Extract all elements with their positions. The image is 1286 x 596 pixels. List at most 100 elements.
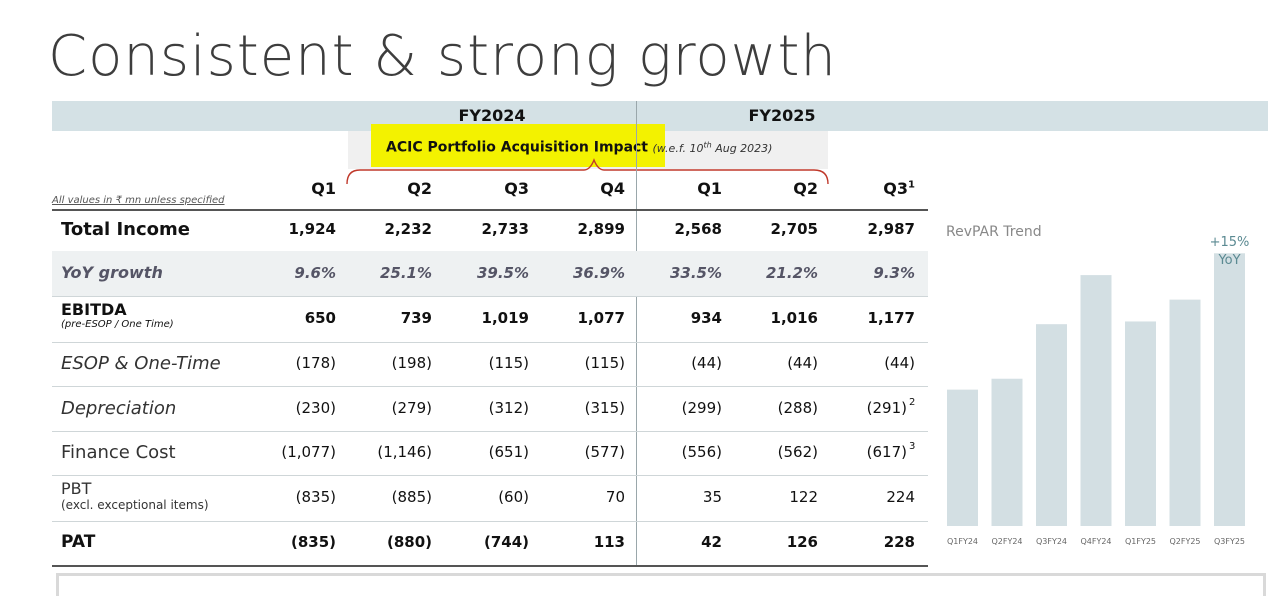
row-label: PBT (excl. exceptional items) — [61, 479, 209, 512]
table-cell: (651) — [488, 443, 529, 461]
table-cell: 33.5% — [669, 263, 722, 282]
table-cell: 9.3% — [873, 263, 915, 282]
chart-annotation: +15% — [1210, 235, 1250, 250]
table-cell: 228 — [883, 533, 915, 551]
acic-highlight — [371, 124, 665, 167]
row-label: PAT — [61, 532, 95, 552]
quarter-header: Q4 — [600, 179, 625, 198]
table-cell: (835) — [295, 488, 336, 506]
table-cell: 2,987 — [867, 220, 915, 238]
table-cell: 2,232 — [384, 220, 432, 238]
quarter-header: Q2 — [793, 179, 818, 198]
chart-bar — [991, 378, 1023, 526]
footnote-marker: 2 — [909, 396, 916, 408]
row-label: ESOP & One-Time — [61, 353, 221, 374]
table-cell: 122 — [789, 488, 818, 506]
table-cell: 36.9% — [572, 263, 625, 282]
chart-bar — [1036, 324, 1067, 526]
table-cell: (44) — [691, 354, 722, 372]
table-cell: (291) — [866, 398, 907, 417]
row-label: YoY growth — [61, 263, 163, 282]
quarter-header: Q1 — [311, 179, 336, 198]
acic-brace — [346, 158, 829, 185]
chart-tick-label: Q3FY25 — [1214, 537, 1245, 546]
table-cell: (178) — [295, 354, 336, 372]
table-cell: (835) — [290, 533, 336, 551]
chart-tick-label: Q1FY24 — [947, 537, 978, 546]
table-cell: (880) — [386, 533, 432, 551]
footnote-marker: 3 — [909, 441, 916, 452]
chart-bar — [1125, 321, 1156, 526]
table-cell: (299) — [681, 398, 722, 417]
table-cell: 35 — [702, 488, 722, 506]
table-row — [52, 386, 928, 432]
chart-tick-label: Q4FY24 — [1080, 537, 1111, 546]
chart-tick-label: Q1FY25 — [1125, 537, 1156, 546]
table-cell: (1,077) — [281, 443, 336, 461]
table-cell: 21.2% — [765, 263, 818, 282]
chart-title: RevPAR Trend — [946, 224, 1042, 240]
table-cell: (115) — [488, 354, 529, 372]
table-cell: (312) — [488, 398, 529, 417]
table-cell: 1,177 — [867, 309, 915, 327]
row-label: Finance Cost — [61, 442, 176, 463]
table-cell: 2,733 — [481, 220, 529, 238]
chart-bar — [1214, 253, 1245, 527]
quarter-header-row — [52, 169, 928, 211]
table-cell: 1,077 — [577, 309, 625, 327]
chart-tick-label: Q2FY24 — [991, 537, 1022, 546]
table-cell: 2,568 — [674, 220, 722, 238]
chart-annotation: YoY — [1217, 253, 1240, 268]
chart-tick-label: Q2FY25 — [1169, 537, 1200, 546]
table-row — [52, 521, 928, 567]
chart-bar — [1169, 299, 1201, 526]
table-cell: 934 — [690, 309, 722, 327]
chart-bar — [947, 389, 978, 526]
table-cell: 126 — [786, 533, 818, 551]
quarter-header: Q3 — [504, 179, 529, 198]
page-title: Consistent & strong growth — [48, 24, 837, 89]
acic-date-note: (w.e.f. 10th Aug 2023) — [652, 140, 773, 155]
row-sublabel: (pre-ESOP / One Time) — [61, 319, 174, 330]
table-row — [52, 431, 928, 476]
table-cell: 113 — [593, 533, 625, 551]
quarter-header: Q31 — [883, 179, 915, 198]
quarter-header: Q1 — [697, 179, 722, 198]
table-row — [52, 296, 928, 343]
fy2024-header: FY2024 — [458, 106, 526, 125]
units-note: All values in ₹ mn unless specified — [52, 195, 225, 206]
table-cell: 9.6% — [294, 263, 336, 282]
chart-tick-label: Q3FY24 — [1036, 537, 1067, 546]
table-cell: (744) — [483, 533, 529, 551]
table-cell: (44) — [787, 354, 818, 372]
table-cell: (288) — [777, 398, 818, 417]
table-cell: (230) — [295, 398, 336, 417]
fiscal-year-divider — [636, 101, 637, 566]
table-cell: (885) — [391, 488, 432, 506]
row-sublabel: (excl. exceptional items) — [61, 498, 209, 512]
row-label-text: Depreciation — [61, 397, 177, 419]
table-cell: 739 — [400, 309, 432, 327]
row-label-text: YoY growth — [61, 262, 163, 282]
table-cell: 2,899 — [577, 220, 625, 238]
fy2025-header: FY2025 — [748, 106, 816, 125]
row-label: Total Income — [61, 219, 190, 240]
table-cell: (279) — [391, 398, 432, 417]
table-cell: 70 — [605, 488, 625, 506]
table-cell: (617) — [866, 443, 907, 461]
table-cell: 39.5% — [476, 263, 529, 282]
table-cell: 650 — [304, 309, 336, 327]
table-row — [52, 342, 928, 387]
table-row — [52, 251, 928, 297]
table-cell: (562) — [777, 443, 818, 461]
table-cell: (577) — [584, 443, 625, 461]
table-cell: (44) — [884, 354, 915, 372]
table-cell: 42 — [701, 533, 722, 551]
acic-impact-label: ACIC Portfolio Acquisition Impact (w.e.f… — [386, 134, 772, 160]
row-label-text: Total Income — [61, 219, 190, 240]
table-cell: 1,016 — [770, 309, 818, 327]
table-cell: 224 — [886, 488, 915, 506]
quarter-header: Q2 — [407, 179, 432, 198]
row-label-text: EBITDA — [61, 300, 127, 319]
row-label: EBITDA (pre-ESOP / One Time) — [61, 300, 174, 330]
